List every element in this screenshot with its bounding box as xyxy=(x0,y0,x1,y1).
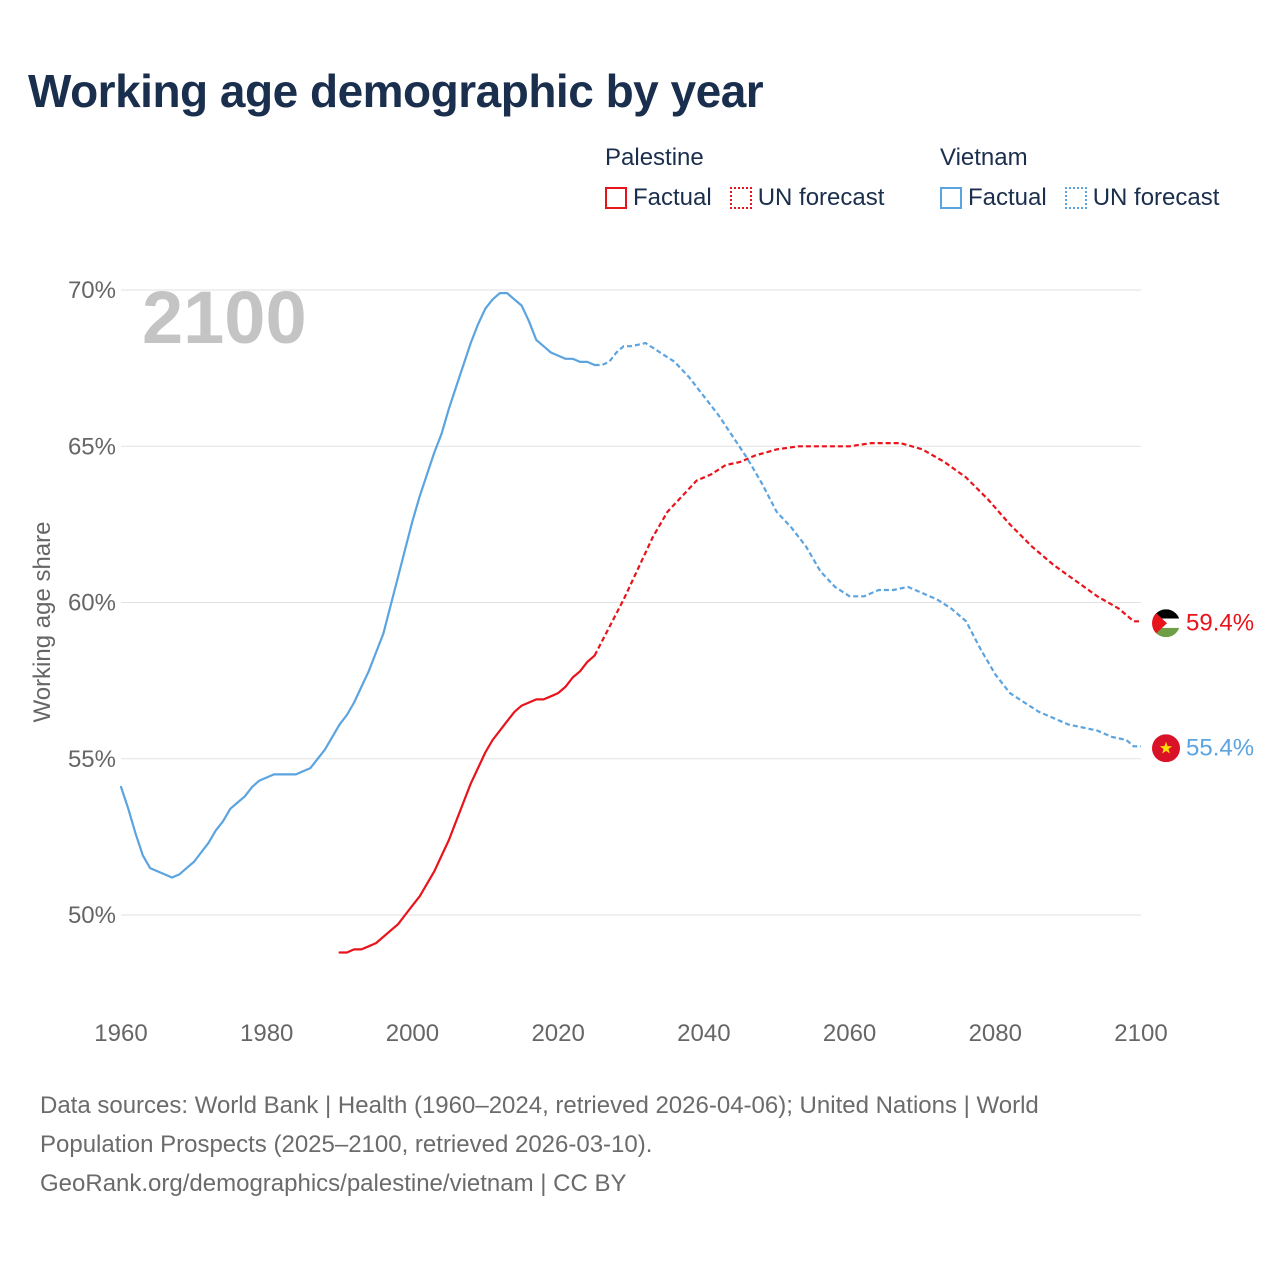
legend-palestine-factual-label: Factual xyxy=(633,184,712,211)
legend-vietnam-factual-label: Factual xyxy=(968,184,1047,211)
x-tick-label: 2040 xyxy=(677,1020,730,1047)
grid-lines xyxy=(121,289,1141,916)
y-tick-label: 70% xyxy=(68,277,116,304)
x-tick-label: 2060 xyxy=(823,1020,876,1047)
legend-vietnam-title: Vietnam xyxy=(940,144,1028,171)
legend-vietnam: Vietnam Factual UN forecast xyxy=(940,144,1219,212)
y-tick-label: 50% xyxy=(68,902,116,929)
footer-attribution[interactable]: GeoRank.org/demographics/palestine/vietn… xyxy=(40,1170,627,1197)
footer-source-line-1: Data sources: World Bank | Health (1960–… xyxy=(40,1092,1039,1119)
x-tick-label: 1960 xyxy=(94,1020,147,1047)
footer-source-line-2: Population Prospects (2025–2100, retriev… xyxy=(40,1131,653,1158)
vietnam-forecast-line[interactable] xyxy=(594,342,1141,748)
legend-vietnam-factual[interactable]: Factual xyxy=(940,184,1047,212)
x-tick-label: 2100 xyxy=(1114,1020,1167,1047)
legend-palestine-title: Palestine xyxy=(605,144,704,171)
vietnam-end-label: 55.4% xyxy=(1186,734,1254,761)
chart-title: Working age demographic by year xyxy=(28,65,764,117)
vietnam-flag-icon xyxy=(1152,734,1180,763)
x-tick-label: 2020 xyxy=(531,1020,584,1047)
series-lines xyxy=(119,292,1141,954)
x-tick-labels: 1960 1980 2000 2020 2040 2060 2080 2100 xyxy=(94,1020,1167,1047)
palestine-forecast-line[interactable] xyxy=(593,442,1141,657)
legend-palestine-factual[interactable]: Factual xyxy=(605,184,712,212)
y-tick-label: 60% xyxy=(68,590,116,617)
x-tick-label: 2080 xyxy=(969,1020,1022,1047)
end-markers: 59.4% 55.4% xyxy=(1152,609,1254,763)
palestine-factual-line[interactable] xyxy=(338,654,596,954)
y-tick-label: 65% xyxy=(68,433,116,460)
legend-palestine-forecast[interactable]: UN forecast xyxy=(729,184,885,212)
vietnam-factual-line[interactable] xyxy=(119,292,596,879)
legend-palestine-forecast-label: UN forecast xyxy=(757,184,885,211)
y-tick-labels: 50% 55% 60% 65% 70% xyxy=(68,277,116,929)
x-tick-label: 2000 xyxy=(386,1020,439,1047)
vietnam-forecast-swatch-icon xyxy=(1064,187,1087,209)
palestine-end-label: 59.4% xyxy=(1186,609,1254,636)
palestine-forecast-swatch-icon xyxy=(729,187,752,209)
y-axis-label: Working age share xyxy=(29,522,56,723)
x-tick-label: 1980 xyxy=(240,1020,293,1047)
palestine-factual-swatch-icon xyxy=(605,187,627,209)
footer: Data sources: World Bank | Health (1960–… xyxy=(40,1086,1240,1203)
legend-vietnam-forecast-label: UN forecast xyxy=(1092,184,1220,211)
legend-palestine: Palestine Factual UN forecast xyxy=(605,144,884,212)
palestine-flag-icon xyxy=(1152,609,1180,638)
vietnam-factual-swatch-icon xyxy=(940,187,962,209)
y-tick-label: 55% xyxy=(68,746,116,773)
legend-vietnam-forecast[interactable]: UN forecast xyxy=(1064,184,1220,212)
year-overlay: 2100 xyxy=(142,276,307,359)
